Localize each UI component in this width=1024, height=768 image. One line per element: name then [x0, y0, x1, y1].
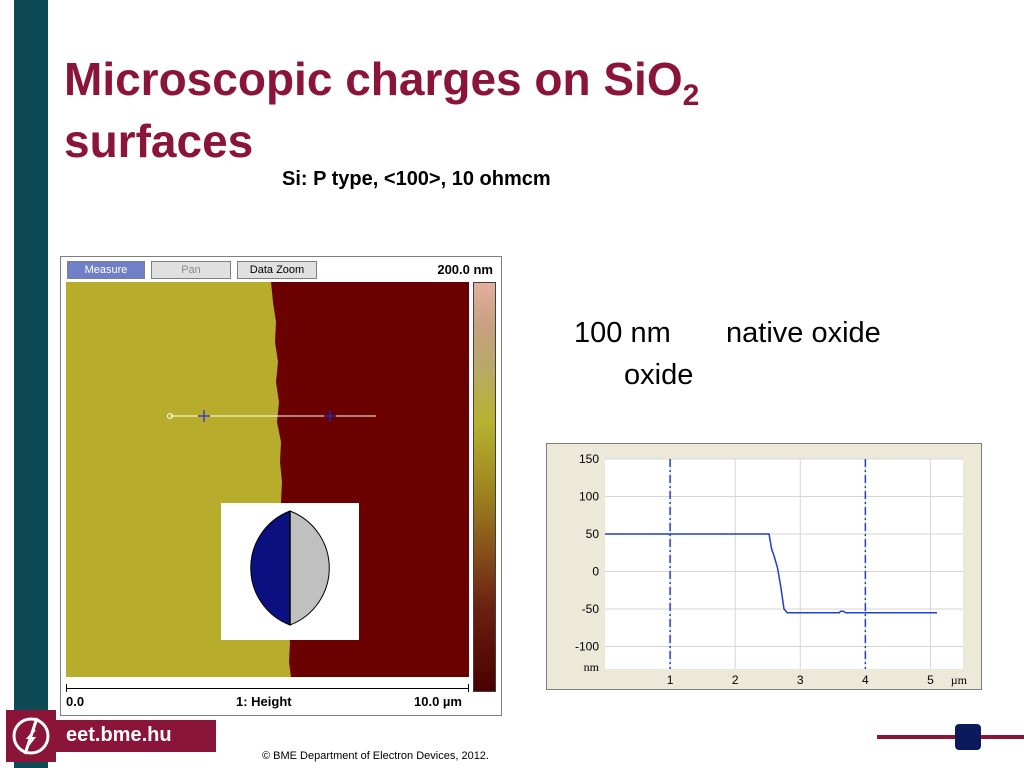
bme-logo	[6, 710, 56, 762]
measure-cursor-1[interactable]	[198, 410, 210, 422]
axis-tick-right	[468, 684, 469, 692]
axis-line	[66, 688, 469, 689]
copyright-notice: © BME Department of Electron Devices, 20…	[262, 750, 489, 762]
y-tick-label: 100	[579, 490, 599, 504]
axis-end-label: 10.0 µm	[414, 694, 462, 709]
height-colorbar	[473, 282, 496, 692]
footer-accent-square	[955, 724, 981, 750]
y-axis-unit: nm	[584, 660, 600, 674]
footer-accent-line	[877, 735, 1024, 739]
height-profile-series	[605, 533, 937, 614]
x-tick-label: 2	[732, 673, 739, 687]
measure-button[interactable]: Measure	[67, 261, 145, 279]
title-line2: surfaces	[64, 115, 254, 167]
afm-toolbar: Measure Pan Data Zoom 200.0 nm	[61, 257, 501, 283]
slide-title: Microscopic charges on SiO2 surfaces	[64, 48, 824, 172]
charge-domain-inset	[221, 503, 359, 640]
x-tick-label: 5	[927, 673, 934, 687]
height-scale-max: 200.0 nm	[437, 262, 493, 277]
logo-icon	[12, 717, 50, 755]
left-sidebar-bar	[14, 0, 48, 768]
x-axis-unit: µm	[951, 673, 968, 687]
sample-description: Si: P type, <100>, 10 ohmcm	[282, 168, 551, 190]
x-tick-label: 4	[862, 673, 869, 687]
profile-svg: 150 100 50 0 -50 -100 1 2 3 4 5 nm µm	[575, 452, 968, 687]
thickness-label: 100 nm	[574, 317, 671, 349]
afm-viewer: Measure Pan Data Zoom 200.0 nm 0.0 1: He…	[60, 256, 502, 716]
negative-domain	[250, 510, 291, 626]
axis-start-label: 0.0	[66, 694, 85, 709]
afm-x-axis: 0.0 1: Height 10.0 µm	[66, 684, 496, 714]
y-tick-label: 50	[586, 527, 600, 541]
positive-domain	[289, 510, 330, 626]
x-tick-label: 3	[797, 673, 804, 687]
y-tick-label: -100	[575, 640, 599, 654]
y-tick-label: -50	[582, 602, 600, 616]
footer-url-box: eet.bme.hu	[56, 720, 216, 752]
footer-url[interactable]: eet.bme.hu	[66, 724, 172, 746]
axis-channel-label: 1: Height	[236, 694, 292, 709]
height-profile-chart: 150 100 50 0 -50 -100 1 2 3 4 5 nm µm	[546, 443, 982, 690]
plot-area	[605, 459, 963, 669]
pan-button[interactable]: Pan	[151, 261, 231, 279]
title-main: Microscopic charges on SiO	[64, 53, 683, 105]
oxide-label: oxide	[624, 359, 694, 391]
y-tick-label: 150	[579, 452, 599, 466]
data-zoom-button[interactable]: Data Zoom	[237, 261, 317, 279]
axis-tick-left	[66, 684, 67, 692]
native-oxide-label: native oxide	[726, 317, 881, 349]
x-tick-label: 1	[667, 673, 674, 687]
y-tick-label: 0	[592, 565, 599, 579]
title-subscript: 2	[682, 79, 700, 112]
profile-start-handle[interactable]	[167, 413, 173, 419]
domain-inset-svg	[250, 510, 330, 626]
measure-cursor-2[interactable]	[324, 410, 336, 422]
